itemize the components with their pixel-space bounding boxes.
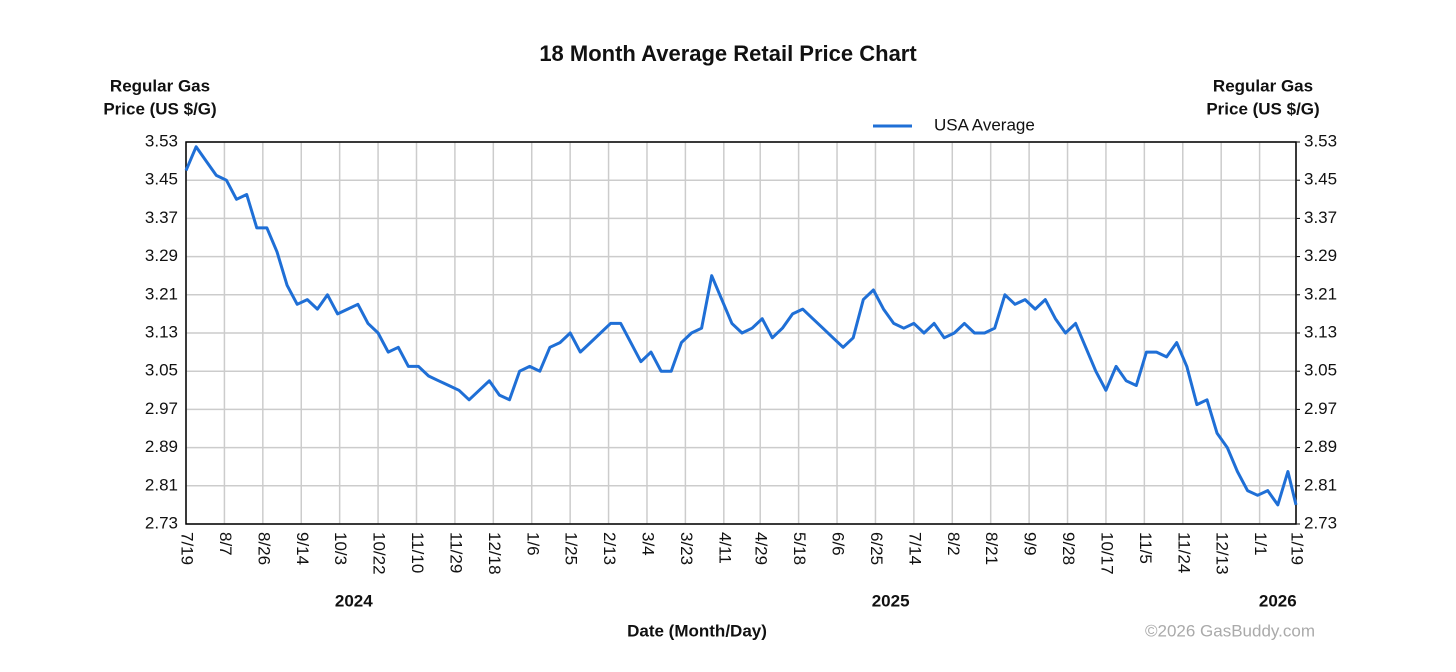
x-tick-label: 11/10 xyxy=(408,532,427,573)
x-tick-label: 6/6 xyxy=(829,532,848,556)
x-tick-label: 10/22 xyxy=(370,532,389,575)
x-tick-label: 4/11 xyxy=(715,532,734,564)
x-tick-label: 11/24 xyxy=(1174,532,1193,573)
x-tick-label: 8/2 xyxy=(944,532,963,556)
y2-tick-label: 3.05 xyxy=(1304,361,1337,380)
y-tick-label: 3.45 xyxy=(145,170,178,189)
y2-tick-label: 3.45 xyxy=(1304,170,1337,189)
x-tick-label: 6/25 xyxy=(867,532,886,565)
x-tick-label: 4/29 xyxy=(752,532,771,565)
x-tick-label: 9/9 xyxy=(1021,532,1040,556)
x-tick-label: 1/19 xyxy=(1288,532,1307,565)
y-tick-label: 3.53 xyxy=(145,131,178,150)
x-tick-label: 10/17 xyxy=(1097,532,1116,575)
y2-axis-label: Price (US $/G) xyxy=(1206,99,1319,118)
x-tick-label: 8/21 xyxy=(982,532,1001,565)
x-tick-label: 3/4 xyxy=(638,532,657,556)
y2-tick-label: 2.81 xyxy=(1304,475,1337,494)
y-tick-label: 2.81 xyxy=(145,475,178,494)
x-year-label: 2024 xyxy=(335,591,373,610)
y2-tick-label: 3.13 xyxy=(1304,322,1337,341)
y2-tick-label: 3.53 xyxy=(1304,131,1337,150)
x-tick-label: 1/25 xyxy=(562,532,581,565)
chart-title: 18 Month Average Retail Price Chart xyxy=(539,41,917,66)
y-axis-label: Price (US $/G) xyxy=(103,99,216,118)
x-tick-label: 11/5 xyxy=(1136,532,1155,564)
y-axis-label: Regular Gas xyxy=(110,76,210,95)
x-tick-label: 3/23 xyxy=(677,532,696,565)
x-year-label: 2025 xyxy=(872,591,910,610)
x-tick-label: 8/26 xyxy=(254,532,273,565)
y2-tick-label: 2.97 xyxy=(1304,399,1337,418)
y-tick-label: 2.89 xyxy=(145,437,178,456)
x-tick-label: 10/3 xyxy=(331,532,350,565)
x-tick-label: 9/14 xyxy=(293,532,312,565)
x-tick-label: 1/6 xyxy=(523,532,542,556)
y2-tick-label: 3.21 xyxy=(1304,284,1337,303)
x-axis-label: Date (Month/Day) xyxy=(627,621,767,640)
y-tick-label: 3.29 xyxy=(145,246,178,265)
y2-tick-label: 2.89 xyxy=(1304,437,1337,456)
y-tick-label: 3.21 xyxy=(145,284,178,303)
x-tick-label: 2/13 xyxy=(600,532,619,565)
plot-frame xyxy=(185,141,1297,525)
x-tick-label: 9/28 xyxy=(1059,532,1078,565)
y2-axis-label: Regular Gas xyxy=(1213,76,1313,95)
y-tick-label: 2.73 xyxy=(145,513,178,532)
y-tick-label: 2.97 xyxy=(145,399,178,418)
y2-tick-label: 3.37 xyxy=(1304,208,1337,227)
x-tick-label: 12/13 xyxy=(1213,532,1232,575)
y-tick-label: 3.13 xyxy=(145,322,178,341)
y-tick-label: 3.05 xyxy=(145,361,178,380)
x-tick-label: 8/7 xyxy=(216,532,235,556)
x-tick-label: 11/29 xyxy=(446,532,465,573)
x-tick-label: 12/18 xyxy=(485,532,504,575)
y2-tick-label: 3.29 xyxy=(1304,246,1337,265)
x-year-label: 2026 xyxy=(1259,591,1297,610)
x-tick-label: 1/1 xyxy=(1251,532,1270,556)
credit: ©2026 GasBuddy.com xyxy=(1145,621,1315,640)
y-tick-label: 3.37 xyxy=(145,208,178,227)
x-tick-label: 7/14 xyxy=(905,532,924,565)
y2-tick-label: 2.73 xyxy=(1304,513,1337,532)
legend-label: USA Average xyxy=(934,115,1035,134)
x-tick-label: 5/18 xyxy=(790,532,809,565)
x-tick-label: 7/19 xyxy=(178,532,197,565)
data-line xyxy=(184,145,1298,507)
